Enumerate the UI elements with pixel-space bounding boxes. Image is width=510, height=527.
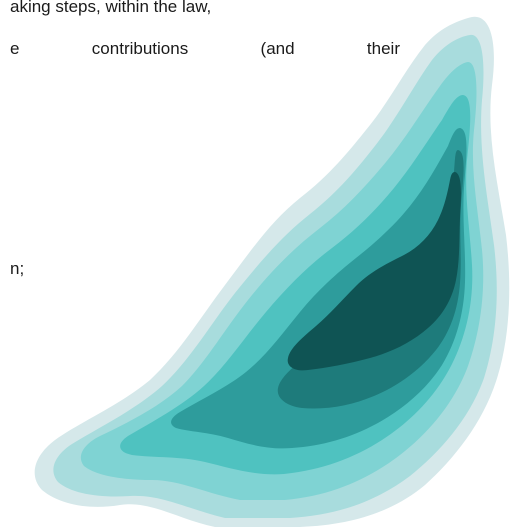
wave-layer-7 — [287, 172, 461, 371]
body-text-line: n; — [10, 259, 25, 278]
body-text-line: e contributions (and their — [10, 39, 400, 58]
body-text-line: aking steps, within the law, — [10, 0, 212, 16]
